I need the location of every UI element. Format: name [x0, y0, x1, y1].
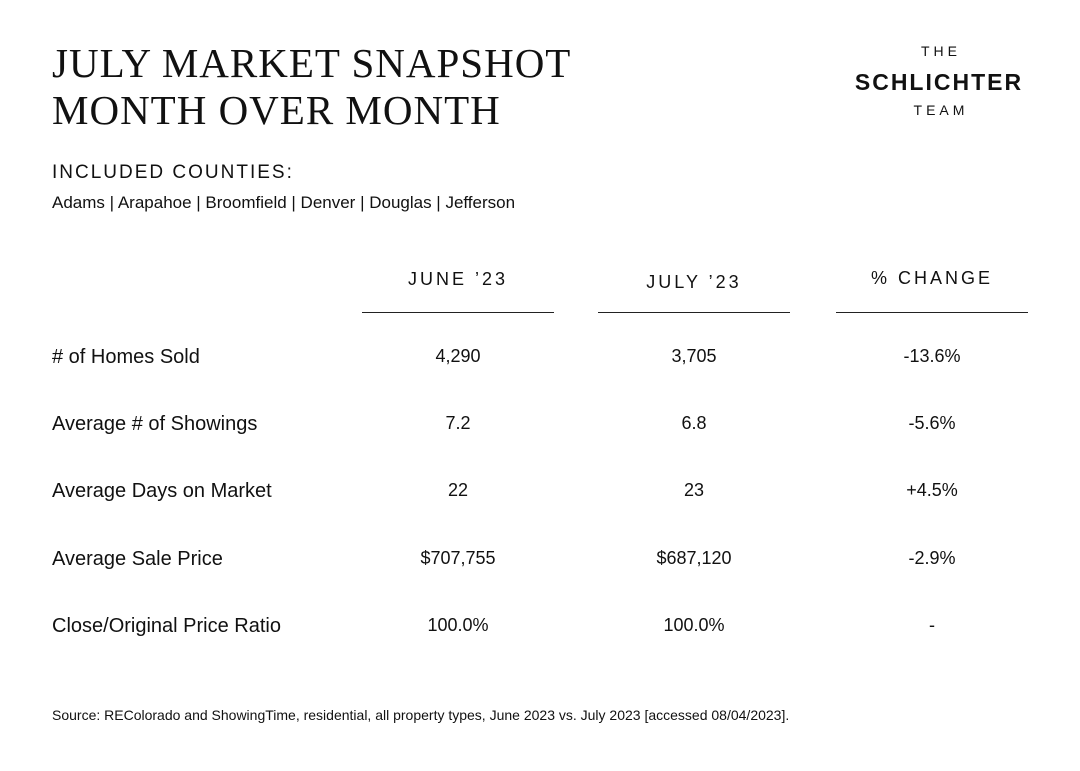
july-value: 6.8 [681, 413, 707, 433]
column-divider-june [362, 312, 554, 313]
table-row: Close/Original Price Ratio 100.0% 100.0%… [0, 612, 1080, 642]
row-label: # of Homes Sold [52, 346, 200, 368]
table-row: # of Homes Sold 4,290 3,705 -13.6% [0, 343, 1080, 373]
counties-heading: INCLUDED COUNTIES: [52, 162, 294, 183]
column-divider-july [598, 312, 790, 313]
column-header-change: % CHANGE [870, 268, 993, 288]
june-value: 22 [447, 480, 469, 500]
team-logo: THE SCHLICHTER TEAM [840, 42, 1038, 119]
july-value: 3,705 [671, 346, 717, 366]
june-value: 7.2 [445, 413, 471, 433]
change-value: +4.5% [906, 480, 958, 500]
table-row: Average Sale Price $707,755 $687,120 -2.… [0, 545, 1080, 575]
column-header-june: JUNE ’23 [407, 269, 509, 289]
table-row: Average # of Showings 7.2 6.8 -5.6% [0, 410, 1080, 440]
change-value: -2.9% [908, 548, 956, 568]
source-footnote: Source: REColorado and ShowingTime, resi… [52, 707, 790, 723]
row-label: Average Days on Market [52, 480, 272, 502]
july-value: 100.0% [663, 615, 725, 635]
table-row: Average Days on Market 22 23 +4.5% [0, 477, 1080, 507]
row-label: Average Sale Price [52, 548, 223, 570]
june-value: 4,290 [435, 346, 481, 366]
june-value: $707,755 [420, 548, 496, 568]
row-label: Close/Original Price Ratio [52, 615, 281, 637]
change-value: -13.6% [903, 346, 961, 366]
title-line-1: JULY MARKET SNAPSHOT [52, 40, 572, 86]
counties-list: Adams | Arapahoe | Broomfield | Denver |… [52, 193, 516, 212]
row-label: Average # of Showings [52, 413, 258, 435]
june-value: 100.0% [427, 615, 489, 635]
july-value: 23 [683, 480, 705, 500]
change-value: -5.6% [908, 413, 956, 433]
column-header-july: JULY ’23 [646, 272, 742, 292]
page-title: JULY MARKET SNAPSHOT MONTH OVER MONTH [52, 40, 571, 134]
change-value: - [929, 615, 935, 635]
logo-top-text: THE [921, 43, 961, 59]
july-value: $687,120 [656, 548, 732, 568]
column-divider-change [836, 312, 1028, 313]
logo-main-text: SCHLICHTER [854, 69, 1024, 95]
title-line-2: MONTH OVER MONTH [52, 87, 501, 133]
logo-bottom-text: TEAM [913, 102, 969, 118]
